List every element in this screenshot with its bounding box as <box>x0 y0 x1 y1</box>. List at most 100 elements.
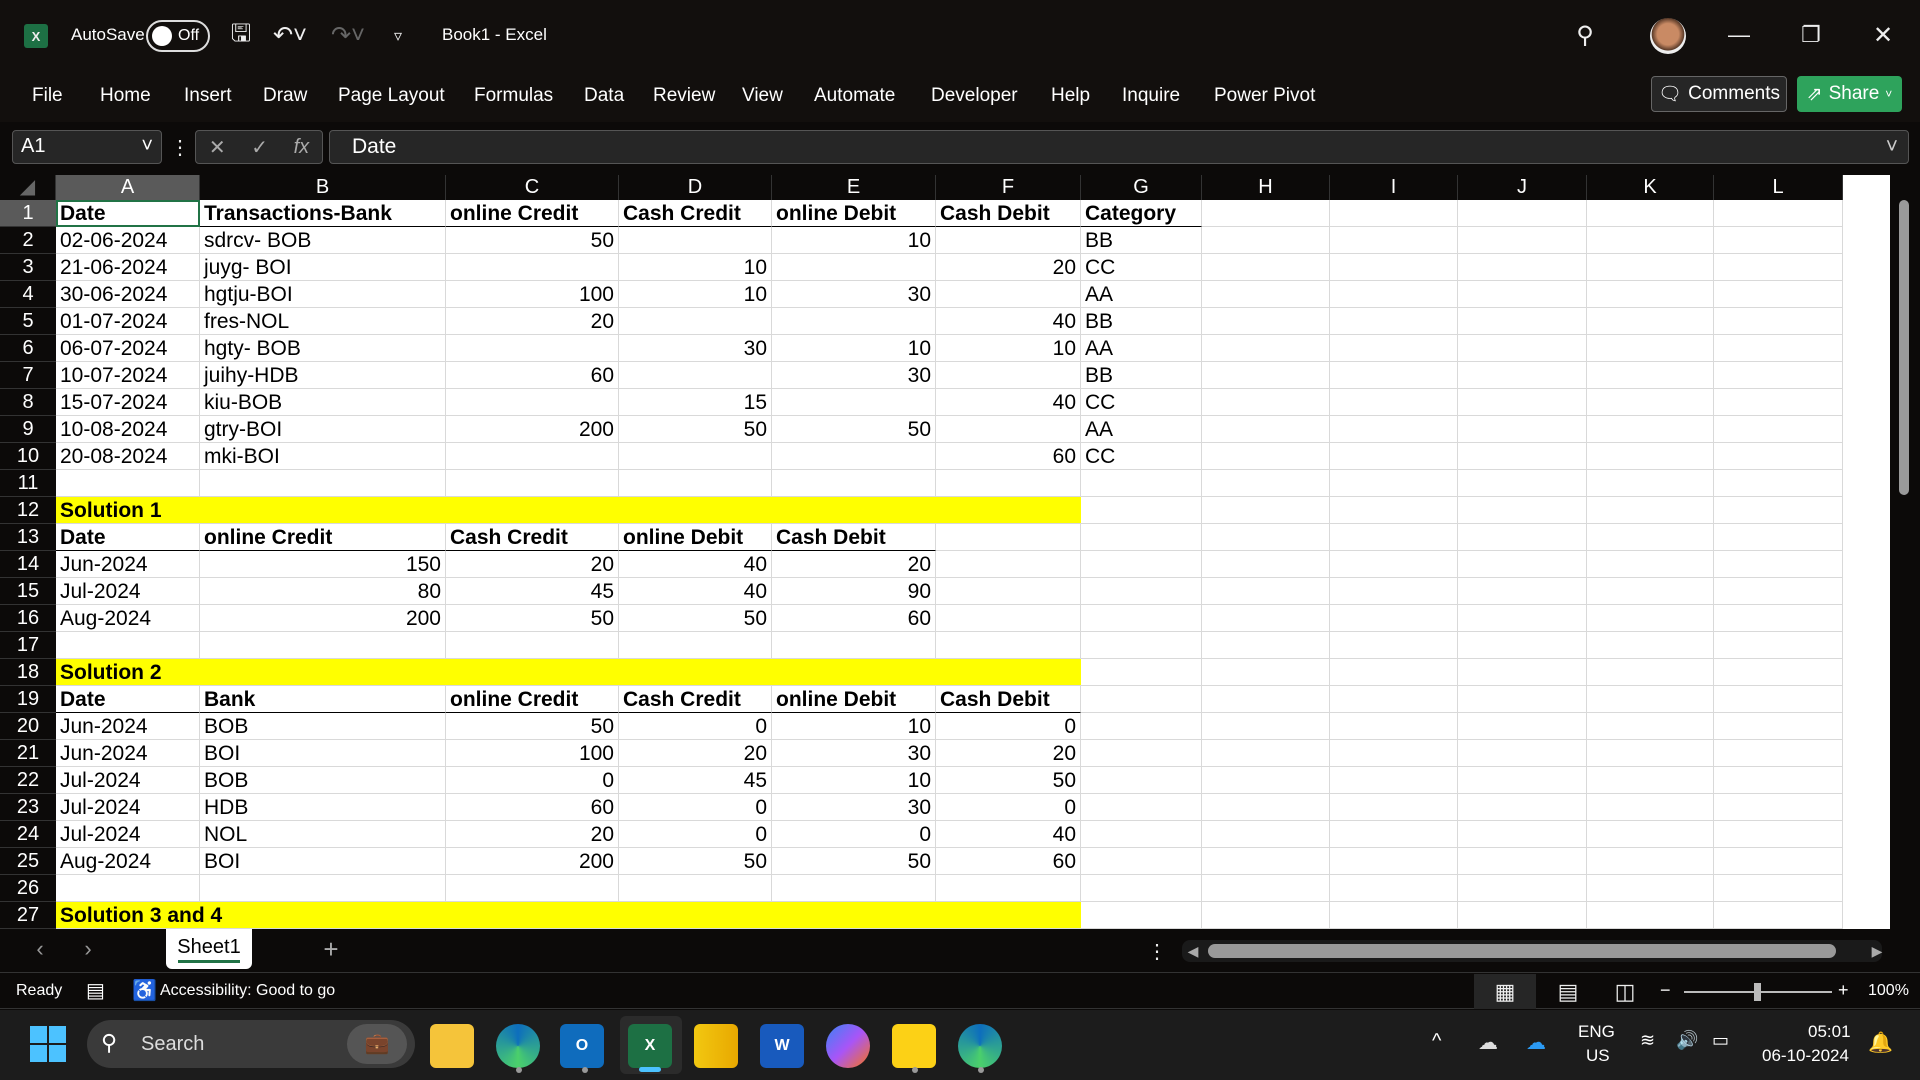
empty-cell[interactable] <box>1458 794 1587 821</box>
empty-cell[interactable] <box>936 362 1081 389</box>
notification-bell-icon[interactable]: 🔔 <box>1868 1032 1893 1054</box>
cell[interactable]: 50 <box>619 848 772 875</box>
empty-cell[interactable] <box>772 443 936 470</box>
prev-sheet-icon[interactable]: ‹ <box>36 936 44 961</box>
empty-cell[interactable] <box>1458 767 1587 794</box>
cell[interactable]: 45 <box>619 767 772 794</box>
empty-cell[interactable] <box>1330 281 1458 308</box>
cell[interactable]: Cash Credit <box>446 524 619 551</box>
tab-page-layout[interactable]: Page Layout <box>338 85 445 106</box>
worksheet-grid[interactable]: ◢ A B C D E F G H I J K L 1 Date Transactions-Bank onlin… <box>0 175 1890 929</box>
empty-cell[interactable] <box>446 902 619 929</box>
empty-cell[interactable] <box>772 875 936 902</box>
cell[interactable]: online Credit <box>446 686 619 713</box>
empty-cell[interactable] <box>1587 389 1714 416</box>
empty-cell[interactable] <box>619 659 772 686</box>
empty-cell[interactable] <box>619 875 772 902</box>
row-header[interactable]: 3 <box>0 254 56 281</box>
clock-date[interactable]: 06-10-2024 <box>1762 1046 1849 1065</box>
empty-cell[interactable] <box>1714 308 1843 335</box>
cell[interactable]: Date <box>56 686 200 713</box>
cell[interactable]: online Debit <box>772 200 936 227</box>
empty-cell[interactable] <box>936 524 1081 551</box>
row-header[interactable]: 25 <box>0 848 56 875</box>
cell[interactable]: 30 <box>772 281 936 308</box>
empty-cell[interactable] <box>446 470 619 497</box>
empty-cell[interactable] <box>1202 632 1330 659</box>
cell[interactable]: mki-BOI <box>200 443 446 470</box>
empty-cell[interactable] <box>1587 470 1714 497</box>
cell[interactable]: Jul-2024 <box>56 578 200 605</box>
column-header-h[interactable]: H <box>1202 175 1330 200</box>
column-header-j[interactable]: J <box>1458 175 1587 200</box>
empty-cell[interactable] <box>1714 227 1843 254</box>
customize-toolbar-icon[interactable]: ▿ <box>393 28 403 45</box>
empty-cell[interactable] <box>1587 335 1714 362</box>
cell[interactable]: BOB <box>200 767 446 794</box>
empty-cell[interactable] <box>936 470 1081 497</box>
edge-icon[interactable] <box>496 1024 540 1068</box>
cell[interactable]: 40 <box>619 551 772 578</box>
empty-cell[interactable] <box>1458 902 1587 929</box>
cell[interactable]: BOB <box>200 713 446 740</box>
cell[interactable]: CC <box>1081 443 1202 470</box>
empty-cell[interactable] <box>1458 605 1587 632</box>
row-header[interactable]: 10 <box>0 443 56 470</box>
cell[interactable]: 60 <box>772 605 936 632</box>
tab-automate[interactable]: Automate <box>814 85 896 106</box>
empty-cell[interactable] <box>446 443 619 470</box>
cell[interactable]: Cash Credit <box>619 200 772 227</box>
empty-cell[interactable] <box>1330 227 1458 254</box>
cell[interactable]: 20 <box>936 254 1081 281</box>
empty-cell[interactable] <box>1714 470 1843 497</box>
cell[interactable]: Solution 3 and 4 <box>56 902 222 929</box>
empty-cell[interactable] <box>1202 713 1330 740</box>
empty-cell[interactable] <box>1202 686 1330 713</box>
cell[interactable]: Jun-2024 <box>56 551 200 578</box>
cell[interactable]: 30 <box>772 740 936 767</box>
empty-cell[interactable] <box>1081 713 1202 740</box>
cell[interactable]: 50 <box>936 767 1081 794</box>
cell[interactable]: 200 <box>446 848 619 875</box>
empty-cell[interactable] <box>446 335 619 362</box>
empty-cell[interactable] <box>936 227 1081 254</box>
wifi-icon[interactable]: ≋ <box>1640 1030 1656 1050</box>
sticky-notes-icon[interactable] <box>892 1024 936 1068</box>
battery-icon[interactable]: ▭ <box>1712 1030 1730 1050</box>
cell[interactable]: 200 <box>446 416 619 443</box>
more-icon[interactable]: ⋮ <box>1147 940 1167 963</box>
cell[interactable]: 02-06-2024 <box>56 227 200 254</box>
cell[interactable]: 15-07-2024 <box>56 389 200 416</box>
empty-cell[interactable] <box>1458 470 1587 497</box>
empty-cell[interactable] <box>1587 497 1714 524</box>
empty-cell[interactable] <box>1458 254 1587 281</box>
row-header[interactable]: 19 <box>0 686 56 713</box>
cell[interactable]: 45 <box>446 578 619 605</box>
row-header[interactable]: 20 <box>0 713 56 740</box>
empty-cell[interactable] <box>1202 902 1330 929</box>
empty-cell[interactable] <box>1330 497 1458 524</box>
empty-cell[interactable] <box>772 659 936 686</box>
row-header[interactable]: 23 <box>0 794 56 821</box>
cell[interactable]: 21-06-2024 <box>56 254 200 281</box>
empty-cell[interactable] <box>1081 470 1202 497</box>
cell[interactable]: 80 <box>200 578 446 605</box>
macro-recording-icon[interactable]: ▤ <box>86 980 105 1002</box>
cell[interactable]: 60 <box>936 848 1081 875</box>
cell[interactable]: 15 <box>619 389 772 416</box>
cell[interactable]: AA <box>1081 335 1202 362</box>
copilot-icon[interactable] <box>826 1024 870 1068</box>
cell[interactable]: 20 <box>446 551 619 578</box>
column-header-d[interactable]: D <box>619 175 772 200</box>
volume-icon[interactable]: 🔊 <box>1676 1030 1699 1050</box>
empty-cell[interactable] <box>1202 848 1330 875</box>
empty-cell[interactable] <box>446 497 619 524</box>
accessibility-status[interactable]: Accessibility: Good to go <box>160 982 336 999</box>
empty-cell[interactable] <box>619 470 772 497</box>
cell[interactable]: 50 <box>446 713 619 740</box>
empty-cell[interactable] <box>1330 875 1458 902</box>
empty-cell[interactable] <box>1458 308 1587 335</box>
empty-cell[interactable] <box>1202 740 1330 767</box>
empty-cell[interactable] <box>1330 524 1458 551</box>
empty-cell[interactable] <box>1714 713 1843 740</box>
